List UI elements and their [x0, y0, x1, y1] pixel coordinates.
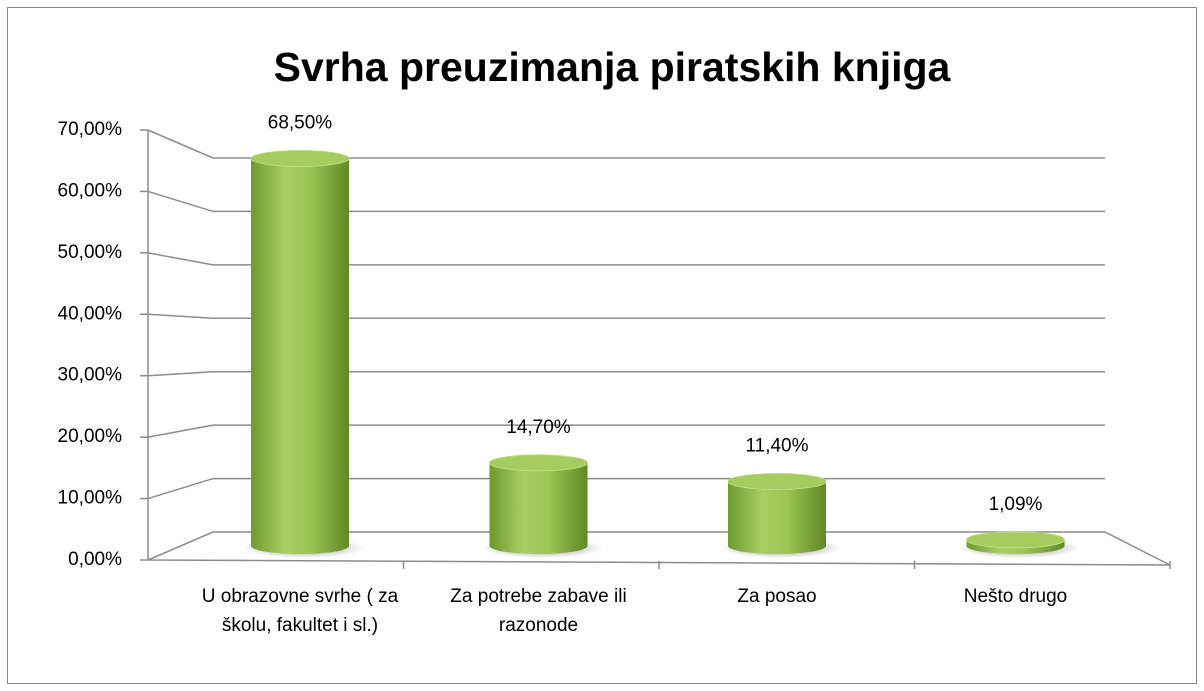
value-label: 1,09% — [989, 494, 1043, 515]
bar — [489, 454, 588, 554]
bar — [727, 473, 827, 554]
grid-line — [147, 370, 1105, 377]
y-tick-label: 60,00% — [58, 180, 123, 201]
bar-top — [489, 454, 588, 472]
bar-top — [250, 149, 350, 167]
x-tick-label: Za posao — [737, 586, 817, 607]
floor — [147, 531, 1171, 566]
y-tick-label: 70,00% — [58, 119, 123, 140]
bar — [250, 149, 350, 554]
grid-line — [147, 252, 1105, 266]
bar-top — [727, 473, 827, 491]
grid-line — [147, 313, 1105, 320]
x-tick-label: Za potrebe zabave ili razonode — [450, 586, 627, 636]
grid-line — [147, 424, 1105, 438]
chart-title: Svrha preuzimanja piratskih knjiga — [274, 44, 952, 90]
y-tick-label: 20,00% — [58, 426, 123, 447]
bar — [966, 531, 1065, 554]
grid-line — [147, 190, 1105, 213]
bar-body — [728, 481, 826, 546]
bar-bottom — [489, 538, 588, 554]
x-tick-label: U obrazovne svrhe ( za školu, fakultet i… — [201, 586, 399, 636]
grid-line — [147, 129, 1105, 159]
y-tick-label: 30,00% — [58, 365, 123, 386]
y-tick-label: 10,00% — [58, 488, 123, 509]
bar-top — [966, 531, 1065, 549]
y-tick-label: 50,00% — [58, 242, 123, 263]
value-label: 14,70% — [506, 417, 571, 438]
chart-border — [7, 7, 1197, 684]
bar-bottom — [728, 538, 826, 554]
bar-bottom — [251, 538, 349, 554]
value-label: 11,40% — [745, 436, 808, 457]
y-tick-label: 0,00% — [68, 549, 122, 570]
value-label: 68,50% — [268, 113, 333, 134]
y-tick-label: 40,00% — [58, 303, 123, 324]
bar-body — [251, 158, 349, 546]
x-tick-label: Nešto drugo — [963, 586, 1068, 607]
bar-body — [489, 462, 588, 546]
